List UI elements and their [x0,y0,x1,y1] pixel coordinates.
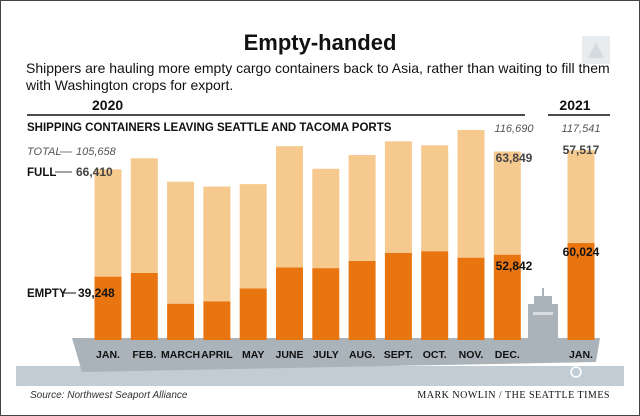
bar-full-8 [384,141,412,253]
bar-empty-9 [421,251,449,340]
month-label-7: AUG. [349,349,375,361]
jan21-total-value: 117,541 [562,123,601,135]
month-label-9: OCT. [423,349,447,361]
year-label-2021: 2021 [559,97,590,113]
bar-full-3 [203,186,231,302]
month-label-5: JUNE [275,349,303,361]
bars-group [94,130,595,340]
month-label-11: DEC. [495,349,520,361]
month-label-10: NOV. [459,349,484,361]
empty-label: EMPTY [27,288,67,300]
jan21-empty-value: 60,024 [563,245,600,259]
month-labels-group: JAN. FEB. MARCH APRIL MAY JUNE JULY AUG. SEPT. OC… [96,349,593,361]
full-label: FULL [27,167,56,179]
bar-full-9 [421,145,449,252]
bar-empty-6 [312,268,340,340]
bar-empty-1 [130,272,158,340]
empty-value: 39,248 [78,286,115,300]
chart-subtitle-line-2: with Washington crops for export. [25,77,233,93]
bar-empty-0 [94,276,122,340]
bar-full-1 [130,158,158,273]
chart-subtitle-line-1: Shippers are hauling more empty cargo co… [26,60,610,76]
ship-icon [72,288,600,378]
bar-empty-5 [276,267,303,340]
bar-empty-7 [348,260,376,340]
year-label-2020: 2020 [92,97,123,113]
month-label-1: FEB. [132,349,156,361]
total-label: TOTAL [27,146,61,158]
full-value: 66,410 [76,165,113,179]
dec-empty-value: 52,842 [496,259,533,273]
bar-full-6 [312,168,340,269]
month-label-2: MARCH [161,349,200,361]
bar-full-4 [239,184,267,289]
bar-full-7 [348,155,376,261]
water [16,366,624,386]
bar-empty-8 [384,252,412,340]
month-label-0: JAN. [96,349,120,361]
jan21-full-value: 57,517 [563,143,600,157]
month-label-8: SEPT. [384,349,413,361]
month-label-6: JULY [313,349,339,361]
month-label-3: APRIL [201,349,233,361]
credit-line: MARK NOWLIN / THE SEATTLE TIMES [417,390,610,401]
total-value: 105,658 [76,146,117,158]
chart-title: Empty-handed [244,30,397,55]
dec-total-value: 116,690 [495,123,535,135]
bar-full-0 [94,169,122,277]
section-title: SHIPPING CONTAINERS LEAVING SEATTLE AND … [27,122,392,134]
bar-full-10 [457,130,485,258]
port-watermark-icon [582,36,610,64]
bar-empty-3 [203,301,231,340]
bar-empty-11 [493,254,521,340]
month-label-4: MAY [242,349,264,361]
month-label-12: JAN. [569,349,593,361]
dec-full-value: 63,849 [496,151,533,165]
bar-full-5 [276,146,303,268]
source-note: Source: Northwest Seaport Alliance [30,390,188,401]
bar-full-12 [567,150,595,244]
bar-empty-10 [457,257,485,340]
bar-empty-12 [567,243,595,340]
bar-full-11 [493,151,521,255]
bar-full-2 [167,181,195,304]
bar-empty-4 [239,288,267,340]
bar-empty-2 [167,303,195,340]
